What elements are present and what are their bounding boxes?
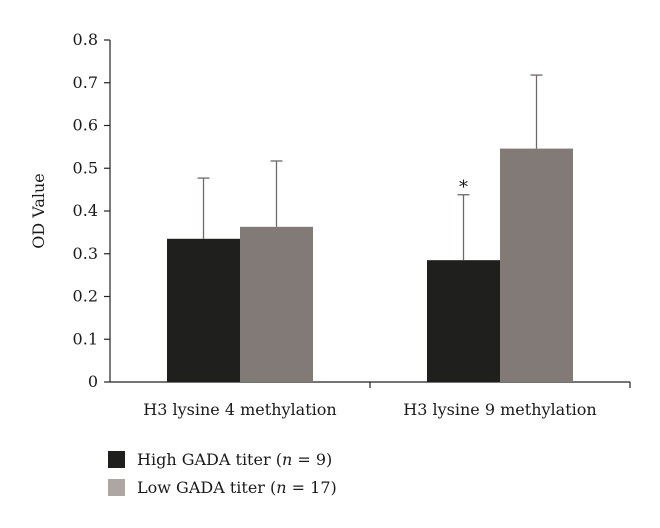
y-tick-label: 0.1 <box>73 329 98 348</box>
y-tick-label: 0 <box>88 372 98 391</box>
bar-low-2 <box>500 148 573 382</box>
significance-marker: * <box>459 177 468 198</box>
bar-high-2 <box>427 260 500 382</box>
y-axis-title: OD Value <box>29 173 48 249</box>
y-tick-label: 0.8 <box>73 30 98 49</box>
x-category-label: H3 lysine 4 methylation <box>143 400 336 419</box>
bar-low-1 <box>240 226 313 382</box>
y-tick-label: 0.5 <box>73 158 98 177</box>
legend: High GADA titer (n = 9) Low GADA titer (n… <box>108 450 337 497</box>
bar-high-1 <box>167 238 240 382</box>
y-tick-label: 0.3 <box>73 244 98 263</box>
legend-label-low: Low GADA titer (n = 17) <box>137 478 337 497</box>
x-category-label: H3 lysine 9 methylation <box>403 400 596 419</box>
legend-swatch-low <box>108 479 125 496</box>
plot-area: 0 0.1 0.2 0.3 0.4 0.5 0.6 0.7 0.8 OD Value H3 lysi… <box>29 30 631 419</box>
legend-label-high: High GADA titer (n = 9) <box>137 450 332 469</box>
y-tick-label: 0.7 <box>73 73 98 92</box>
y-tick-label: 0.2 <box>73 287 98 306</box>
legend-swatch-high <box>108 451 125 468</box>
y-tick-label: 0.4 <box>73 201 98 220</box>
y-tick-label: 0.6 <box>73 116 98 135</box>
